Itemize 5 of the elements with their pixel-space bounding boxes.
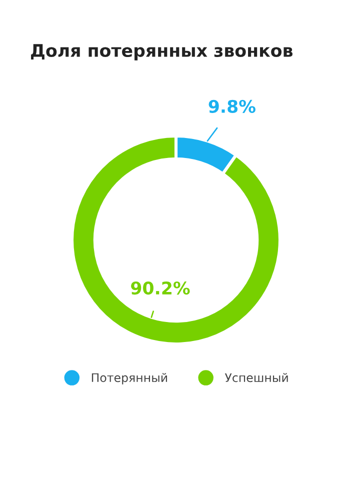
chart-title: Доля потерянных звонков [31,44,292,60]
legend-label: Потерянный [92,373,167,384]
legend-label: Успешный [224,373,288,382]
data-label: 9.8% [208,100,256,113]
data-label: 90.2% [131,281,190,295]
